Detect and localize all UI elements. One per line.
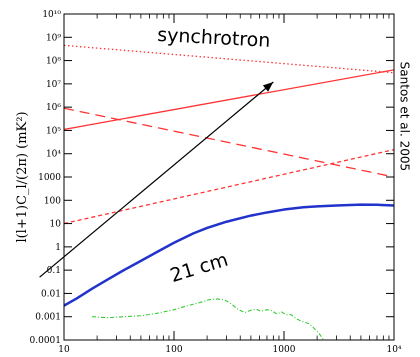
y-tick-label: 10⁴ <box>46 150 61 160</box>
y-tick-label: 10⁵ <box>46 126 61 136</box>
arrow-shaft <box>40 82 274 277</box>
y-tick-label: 0.001 <box>35 313 61 323</box>
annotation-21cm: 21 cm <box>168 249 231 287</box>
arrow-head <box>263 82 273 92</box>
y-tick-label: 10 <box>50 220 62 230</box>
series-layer <box>64 45 394 340</box>
y-tick-label: 10¹⁰ <box>42 10 61 20</box>
x-tick-label: 10⁴ <box>386 345 401 355</box>
x-tick-label: 1000 <box>273 345 296 355</box>
series-green-line <box>92 299 324 340</box>
y-tick-label: 100 <box>44 196 61 206</box>
y-tick-label: 1 <box>55 243 61 253</box>
series-21cm-line <box>64 205 394 306</box>
y-tick-label: 0.01 <box>41 289 61 299</box>
y-tick-label: 1000 <box>38 173 61 183</box>
x-tick-label: 100 <box>165 345 182 355</box>
ticks-layer: 10 100 1000 10⁴10¹⁰10⁹10⁸10⁷10⁶10⁵10⁴100010… <box>30 10 402 355</box>
series-short-dashed-line <box>64 150 394 224</box>
annotation-credit: Santos et al. 2005 <box>397 62 411 171</box>
y-tick-label: 10⁸ <box>46 57 61 67</box>
annotation-synchrotron: synchrotron <box>157 24 271 52</box>
arrow-layer <box>40 82 274 277</box>
y-tick-label: 10⁹ <box>46 33 61 43</box>
y-tick-label: 10⁶ <box>46 103 61 113</box>
y-axis-label: l(l+1)C_l/(2π) (mK²) <box>15 111 30 242</box>
plot-frame <box>64 14 394 340</box>
series-sync-solid-line <box>64 70 394 130</box>
y-tick-label: 0.1 <box>47 266 61 276</box>
y-tick-label: 10⁷ <box>46 80 61 90</box>
x-tick-label: 10 <box>58 345 70 355</box>
y-tick-label: 0.0001 <box>30 336 62 346</box>
